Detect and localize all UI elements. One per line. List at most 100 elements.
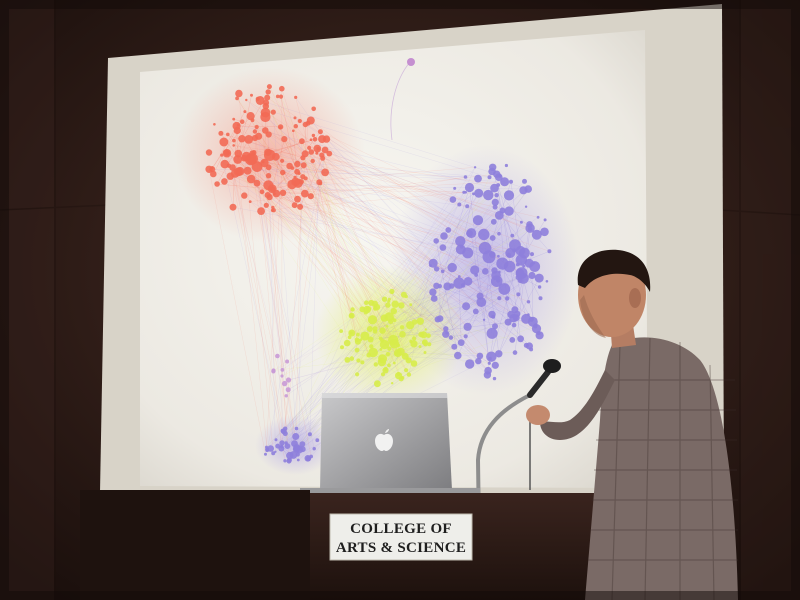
network-node bbox=[369, 344, 374, 349]
network-node bbox=[290, 452, 294, 456]
network-node bbox=[491, 270, 501, 281]
network-edge bbox=[295, 344, 385, 437]
network-node bbox=[507, 310, 515, 319]
network-node bbox=[524, 258, 534, 268]
network-edge bbox=[266, 314, 512, 448]
network-node bbox=[496, 278, 501, 283]
network-node bbox=[463, 334, 468, 339]
network-edge bbox=[351, 285, 464, 334]
network-edge bbox=[247, 170, 389, 306]
network-node bbox=[210, 170, 217, 178]
network-edge bbox=[301, 167, 476, 182]
network-node bbox=[261, 112, 264, 116]
network-edge bbox=[228, 165, 430, 345]
network-edge bbox=[423, 288, 505, 335]
network-node bbox=[277, 124, 284, 130]
network-node bbox=[320, 155, 326, 161]
network-edge bbox=[469, 187, 490, 364]
network-node bbox=[356, 332, 360, 337]
network-node bbox=[448, 335, 454, 340]
network-node bbox=[221, 178, 228, 185]
network-edge bbox=[405, 298, 508, 357]
network-node bbox=[267, 445, 275, 452]
network-edge bbox=[268, 167, 361, 340]
network-node bbox=[385, 302, 391, 308]
network-node bbox=[312, 137, 318, 142]
network-node bbox=[389, 339, 400, 349]
network-node bbox=[465, 359, 475, 369]
network-node bbox=[474, 174, 482, 183]
network-node bbox=[340, 345, 344, 350]
network-node bbox=[487, 175, 492, 180]
network-node bbox=[264, 94, 271, 101]
microphone-head bbox=[543, 359, 561, 373]
network-edge bbox=[250, 159, 509, 256]
network-node bbox=[390, 307, 397, 315]
network-edge bbox=[459, 193, 474, 205]
network-node bbox=[390, 291, 394, 294]
network-node bbox=[273, 192, 276, 196]
network-node bbox=[482, 268, 489, 275]
network-node bbox=[321, 146, 329, 154]
network-node bbox=[284, 441, 288, 445]
network-node bbox=[429, 288, 437, 296]
network-node bbox=[257, 207, 265, 216]
network-node bbox=[363, 309, 369, 315]
network-edge bbox=[250, 201, 496, 327]
network-node bbox=[530, 252, 534, 257]
network-node bbox=[445, 227, 452, 233]
network-node bbox=[498, 283, 511, 295]
network-node bbox=[504, 318, 512, 326]
network-node bbox=[463, 322, 472, 331]
network-node bbox=[236, 123, 240, 127]
network-node bbox=[497, 254, 500, 258]
network-edge bbox=[423, 210, 510, 335]
network-node bbox=[307, 193, 314, 200]
network-node bbox=[443, 282, 452, 291]
network-node bbox=[318, 181, 323, 186]
network-node bbox=[536, 215, 540, 219]
network-node bbox=[368, 299, 375, 306]
network-edge bbox=[288, 336, 466, 381]
network-node bbox=[253, 179, 261, 187]
network-edge bbox=[319, 182, 497, 196]
network-node bbox=[291, 202, 298, 209]
network-edge bbox=[212, 169, 447, 334]
network-edge bbox=[385, 263, 434, 370]
network-edge bbox=[398, 326, 536, 376]
network-node bbox=[464, 182, 475, 193]
network-node bbox=[379, 348, 383, 351]
network-node bbox=[509, 239, 521, 252]
presenter-shirt bbox=[585, 337, 738, 600]
network-edge bbox=[273, 210, 443, 248]
network-edge bbox=[370, 319, 532, 340]
laptop-base bbox=[300, 488, 480, 493]
network-edge bbox=[282, 172, 536, 327]
network-node bbox=[433, 238, 440, 244]
network-edge bbox=[317, 148, 513, 341]
network-node bbox=[265, 89, 271, 95]
network-node bbox=[537, 285, 542, 289]
network-node bbox=[523, 342, 529, 348]
network-edge bbox=[320, 183, 369, 356]
network-edge bbox=[295, 126, 481, 357]
network-node bbox=[284, 394, 288, 398]
network-edge bbox=[391, 181, 505, 292]
network-edge bbox=[288, 326, 496, 381]
network-edge bbox=[273, 112, 298, 455]
network-edge bbox=[284, 172, 488, 376]
network-node bbox=[280, 374, 284, 378]
network-node bbox=[312, 447, 316, 451]
network-node bbox=[420, 331, 428, 339]
network-node bbox=[214, 181, 220, 187]
network-edge bbox=[281, 331, 342, 449]
network-edge bbox=[275, 320, 395, 452]
network-edge bbox=[377, 276, 460, 384]
network-node bbox=[384, 312, 394, 322]
network-node bbox=[349, 356, 355, 361]
network-edge bbox=[294, 205, 396, 305]
network-node bbox=[210, 166, 214, 170]
network-edge bbox=[317, 148, 358, 340]
network-edge bbox=[294, 205, 533, 255]
